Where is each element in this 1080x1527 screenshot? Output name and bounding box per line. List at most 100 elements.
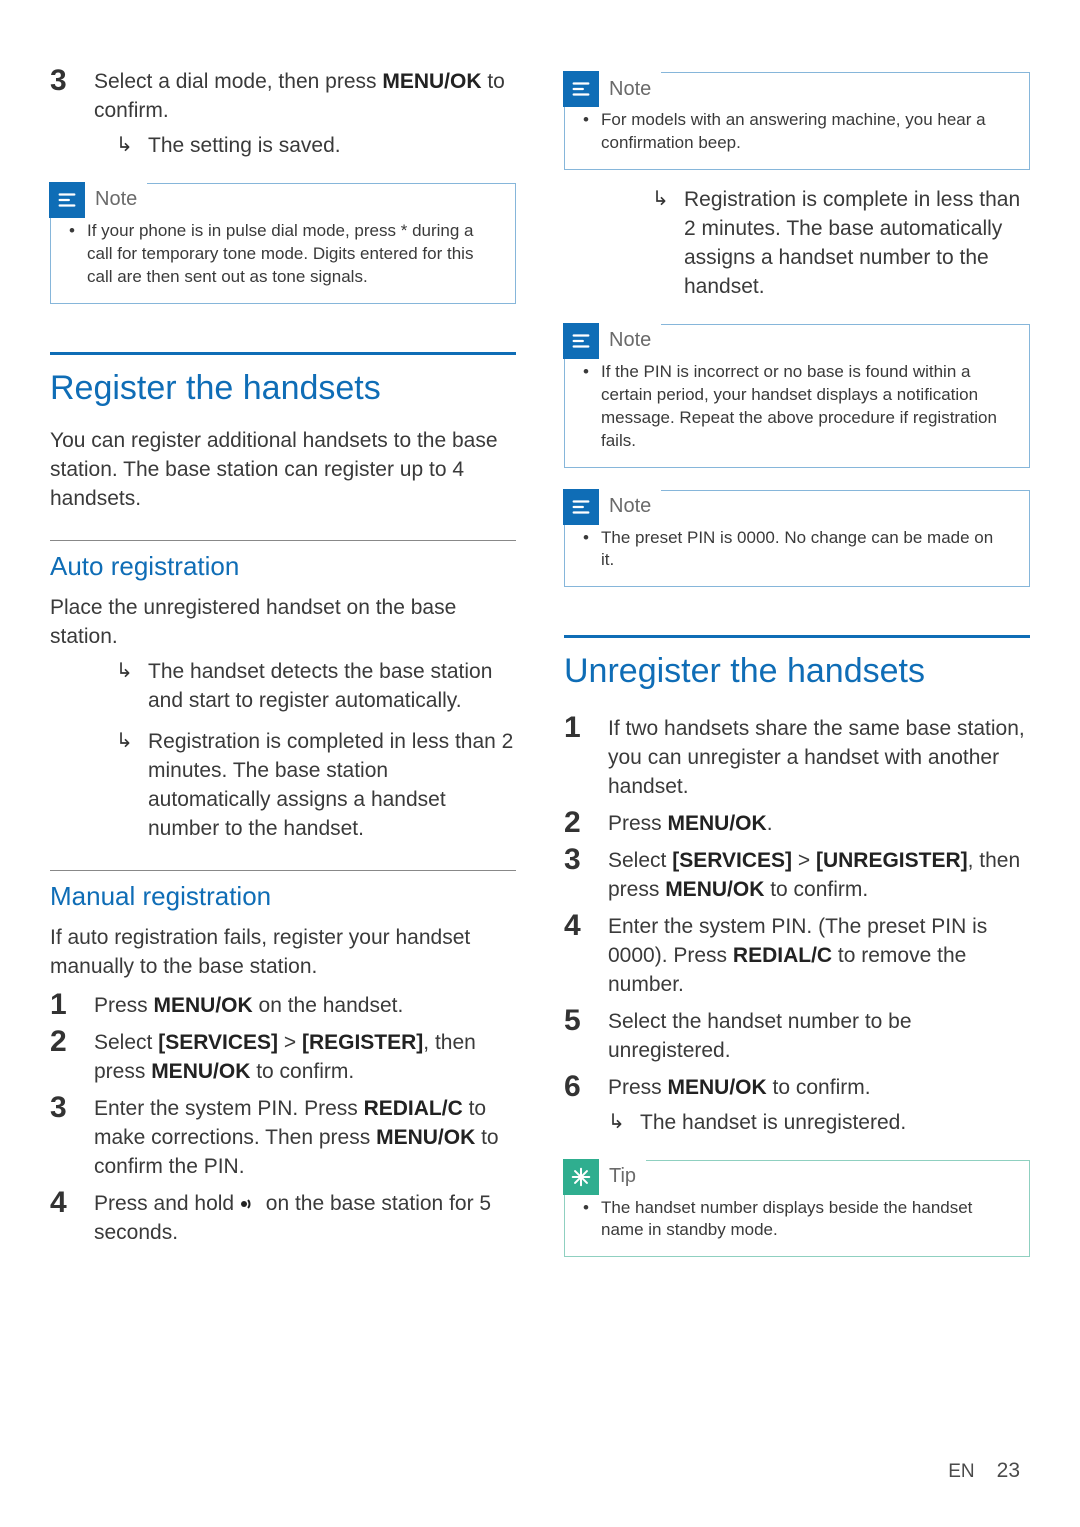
heading-register-handsets: Register the handsets <box>50 352 516 410</box>
spacer <box>564 599 1030 635</box>
register-label: [REGISTER] <box>302 1031 423 1054</box>
result-arrow-icon: ↳ <box>116 658 136 684</box>
step-number: 4 <box>50 1186 94 1219</box>
note-icon <box>563 71 599 107</box>
manual-intro-text: If auto registration fails, register you… <box>50 924 516 982</box>
step-text: Select [SERVICES] > [REGISTER], then pre… <box>94 1025 516 1087</box>
callout-text: The preset PIN is 0000. No change can be… <box>583 527 1011 573</box>
text: Press <box>608 1076 668 1099</box>
right-column: Note For models with an answering machin… <box>564 60 1030 1269</box>
step-text: Select a dial mode, then press MENU/OK t… <box>94 64 516 126</box>
step-text: If two handsets share the same base stat… <box>608 711 1030 802</box>
result-item: ↳ The setting is saved. <box>116 132 516 161</box>
note-callout-pin-incorrect: Note If the PIN is incorrect or no base … <box>564 324 1030 468</box>
note-icon <box>563 323 599 359</box>
text: on the handset. <box>253 994 404 1017</box>
callout-header: Tip <box>563 1159 646 1195</box>
callout-header: Note <box>49 182 147 218</box>
text: > <box>792 849 816 872</box>
text: Select <box>94 1031 158 1054</box>
text: . <box>767 812 773 835</box>
step-number: 1 <box>564 711 608 744</box>
unregister-step-1: 1 If two handsets share the same base st… <box>564 711 1030 802</box>
result-item: ↳ Registration is complete in less than … <box>652 186 1030 302</box>
manual-step-2: 2 Select [SERVICES] > [REGISTER], then p… <box>50 1025 516 1087</box>
step-number: 3 <box>564 843 608 876</box>
note-icon <box>563 489 599 525</box>
menu-ok-label: MENU/OK <box>665 878 764 901</box>
step-number: 6 <box>564 1070 608 1103</box>
heading-manual-registration: Manual registration <box>50 870 516 912</box>
menu-ok-label: MENU/OK <box>382 70 481 93</box>
unregister-step-6: 6 Press MENU/OK to confirm. <box>564 1070 1030 1103</box>
manual-step-1: 1 Press MENU/OK on the handset. <box>50 988 516 1021</box>
spacer <box>50 316 516 352</box>
step-3-dial-mode: 3 Select a dial mode, then press MENU/OK… <box>50 64 516 126</box>
tip-callout-handset-number: Tip The handset number displays beside t… <box>564 1160 1030 1258</box>
text: Press <box>94 994 154 1017</box>
step-number: 3 <box>50 1091 94 1124</box>
step-text: Press MENU/OK on the handset. <box>94 988 516 1021</box>
heading-auto-registration: Auto registration <box>50 540 516 582</box>
text: Press and hold <box>94 1192 240 1215</box>
result-item: ↳ The handset is unregistered. <box>608 1109 1030 1138</box>
text: to confirm. <box>250 1060 354 1083</box>
step-number: 5 <box>564 1004 608 1037</box>
text: Select a dial mode, then press <box>94 70 382 93</box>
note-callout-answering-machine: Note For models with an answering machin… <box>564 72 1030 170</box>
register-intro-text: You can register additional handsets to … <box>50 427 516 514</box>
step-text: Enter the system PIN. (The preset PIN is… <box>608 909 1030 1000</box>
step-text: Press and hold on the base station for 5… <box>94 1186 516 1248</box>
step-text: Press MENU/OK. <box>608 806 1030 839</box>
result-arrow-icon: ↳ <box>116 728 136 754</box>
note-callout-pulse-dial: Note If your phone is in pulse dial mode… <box>50 183 516 304</box>
left-column: 3 Select a dial mode, then press MENU/OK… <box>50 60 516 1269</box>
menu-ok-label: MENU/OK <box>668 1076 767 1099</box>
result-item: ↳ The handset detects the base station a… <box>116 658 516 716</box>
callout-title: Note <box>95 188 137 211</box>
callout-text: The handset number displays beside the h… <box>583 1197 1011 1243</box>
note-icon <box>49 182 85 218</box>
callout-header: Note <box>563 489 661 525</box>
step-number: 4 <box>564 909 608 942</box>
unregister-step-4: 4 Enter the system PIN. (The preset PIN … <box>564 909 1030 1000</box>
result-arrow-icon: ↳ <box>608 1109 628 1135</box>
step-text: Press MENU/OK to confirm. <box>608 1070 1030 1103</box>
callout-title: Note <box>609 329 651 352</box>
footer-language: EN <box>948 1461 974 1483</box>
menu-ok-label: MENU/OK <box>668 812 767 835</box>
callout-title: Tip <box>609 1165 636 1188</box>
redial-c-label: REDIAL/C <box>733 944 832 967</box>
two-column-layout: 3 Select a dial mode, then press MENU/OK… <box>50 60 1030 1269</box>
callout-text: If your phone is in pulse dial mode, pre… <box>69 220 497 289</box>
callout-text: If the PIN is incorrect or no base is fo… <box>583 361 1011 453</box>
menu-ok-label: MENU/OK <box>376 1126 475 1149</box>
result-item: ↳ Registration is completed in less than… <box>116 728 516 844</box>
step-text: Select the handset number to be unregist… <box>608 1004 1030 1066</box>
text: Select <box>608 849 672 872</box>
menu-ok-label: MENU/OK <box>151 1060 250 1083</box>
callout-text: For models with an answering machine, yo… <box>583 109 1011 155</box>
step-text: Select [SERVICES] > [UNREGISTER], then p… <box>608 843 1030 905</box>
result-text: Registration is complete in less than 2 … <box>684 186 1030 302</box>
heading-unregister-handsets: Unregister the handsets <box>564 635 1030 693</box>
result-arrow-icon: ↳ <box>116 132 136 158</box>
unregister-label: [UNREGISTER] <box>816 849 968 872</box>
result-text: Registration is completed in less than 2… <box>148 728 516 844</box>
step-number: 2 <box>50 1025 94 1058</box>
text: Press <box>608 812 668 835</box>
auto-intro-text: Place the unregistered handset on the ba… <box>50 594 516 652</box>
text: Enter the system PIN. Press <box>94 1097 364 1120</box>
menu-ok-label: MENU/OK <box>154 994 253 1017</box>
callout-header: Note <box>563 323 661 359</box>
callout-title: Note <box>609 78 651 101</box>
step-number: 1 <box>50 988 94 1021</box>
result-text: The setting is saved. <box>148 132 516 161</box>
unregister-step-3: 3 Select [SERVICES] > [UNREGISTER], then… <box>564 843 1030 905</box>
step-number: 3 <box>50 64 94 97</box>
redial-c-label: REDIAL/C <box>364 1097 463 1120</box>
footer-page-number: 23 <box>997 1459 1020 1483</box>
page-footer: EN 23 <box>948 1459 1020 1483</box>
text: to confirm. <box>767 1076 871 1099</box>
paging-key-icon <box>240 1191 260 1205</box>
